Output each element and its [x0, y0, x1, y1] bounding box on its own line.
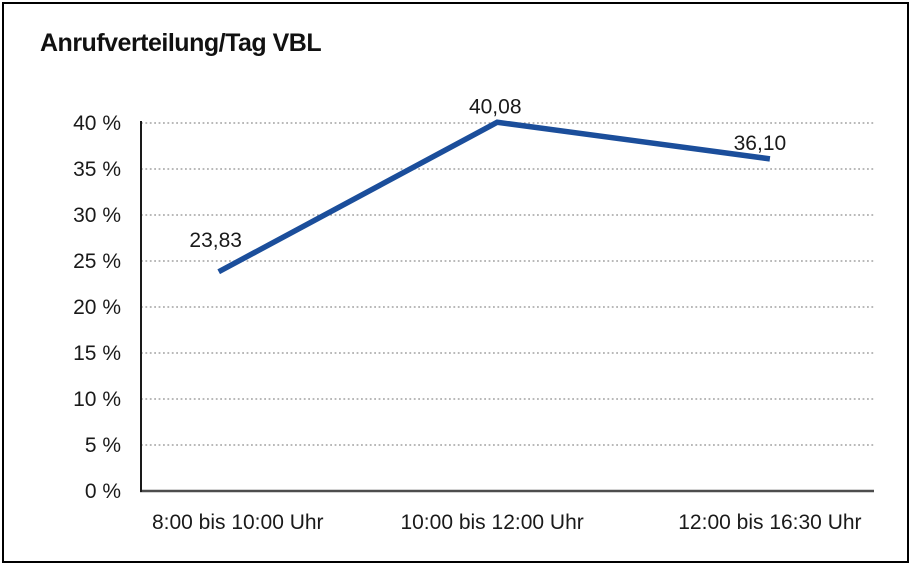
data-point-label: 40,08	[469, 95, 522, 118]
y-axis-tick-label: 35 %	[73, 158, 121, 181]
x-axis-category-label: 12:00 bis 16:30 Uhr	[678, 511, 861, 534]
y-axis-tick-label: 20 %	[73, 296, 121, 319]
x-axis-category-label: 8:00 bis 10:00 Uhr	[152, 511, 324, 534]
y-axis-tick-label: 30 %	[73, 204, 121, 227]
data-point-label: 36,10	[734, 132, 787, 155]
y-axis-tick-label: 25 %	[73, 250, 121, 273]
y-axis-tick-label: 0 %	[85, 480, 121, 503]
data-line-series	[217, 119, 771, 275]
y-axis-tick-label: 40 %	[73, 112, 121, 135]
data-point-label: 23,83	[189, 229, 242, 252]
x-axis-category-label: 10:00 bis 12:00 Uhr	[400, 511, 583, 534]
chart-title: Anrufverteilung/Tag VBL	[40, 29, 322, 57]
y-axis-tick-label: 10 %	[73, 388, 121, 411]
y-axis-tick-label: 15 %	[73, 342, 121, 365]
y-axis-tick-label: 5 %	[85, 434, 121, 457]
